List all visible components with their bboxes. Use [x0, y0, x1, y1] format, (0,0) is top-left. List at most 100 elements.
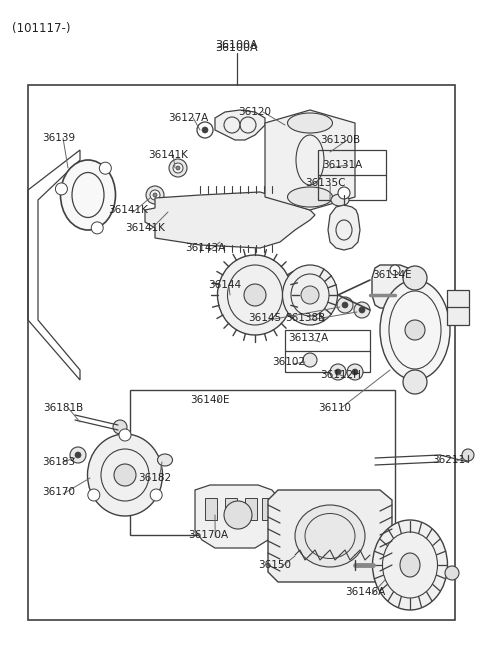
- Circle shape: [119, 429, 131, 441]
- Circle shape: [335, 369, 341, 375]
- Ellipse shape: [146, 186, 164, 204]
- Text: (101117-): (101117-): [12, 22, 71, 35]
- Text: 36170: 36170: [42, 487, 75, 497]
- Text: 36100A: 36100A: [216, 40, 258, 50]
- Text: 36139: 36139: [42, 133, 75, 143]
- Text: 36141K: 36141K: [148, 150, 188, 160]
- Text: 36170A: 36170A: [188, 530, 228, 540]
- Ellipse shape: [380, 280, 450, 380]
- Ellipse shape: [306, 153, 314, 167]
- Text: 36211: 36211: [432, 455, 465, 465]
- Ellipse shape: [87, 434, 163, 516]
- Circle shape: [352, 369, 358, 375]
- Ellipse shape: [283, 265, 337, 325]
- Text: 36100A: 36100A: [216, 43, 258, 53]
- Circle shape: [197, 122, 213, 138]
- Text: 36137A: 36137A: [288, 333, 328, 343]
- Polygon shape: [215, 110, 265, 140]
- Ellipse shape: [301, 286, 319, 304]
- Circle shape: [202, 127, 208, 133]
- Text: 36120: 36120: [238, 107, 271, 117]
- Bar: [318, 150, 386, 200]
- Circle shape: [445, 566, 459, 580]
- Ellipse shape: [288, 113, 333, 133]
- Circle shape: [338, 187, 350, 199]
- Ellipse shape: [171, 208, 175, 212]
- Text: 36144: 36144: [208, 280, 241, 290]
- Polygon shape: [328, 205, 360, 250]
- Ellipse shape: [176, 166, 180, 170]
- Text: 36141K: 36141K: [125, 223, 165, 233]
- Circle shape: [113, 420, 127, 434]
- Ellipse shape: [244, 284, 266, 306]
- Text: 36183: 36183: [42, 457, 75, 467]
- Circle shape: [330, 364, 346, 380]
- Text: 36145: 36145: [248, 313, 281, 323]
- Text: 36143A: 36143A: [185, 243, 225, 253]
- Ellipse shape: [217, 255, 292, 335]
- Bar: [262, 498, 274, 520]
- Circle shape: [403, 370, 427, 394]
- Text: 36135C: 36135C: [305, 178, 346, 188]
- Bar: [205, 498, 217, 520]
- Text: 36150: 36150: [258, 560, 291, 570]
- Ellipse shape: [288, 187, 333, 207]
- Circle shape: [70, 447, 86, 463]
- Ellipse shape: [295, 505, 365, 567]
- Polygon shape: [268, 490, 392, 582]
- Bar: [28, 85, 455, 620]
- Text: 36146A: 36146A: [345, 587, 385, 597]
- Ellipse shape: [405, 320, 425, 340]
- Circle shape: [91, 222, 103, 234]
- Polygon shape: [145, 192, 315, 248]
- Ellipse shape: [164, 201, 182, 219]
- Ellipse shape: [400, 553, 420, 577]
- Polygon shape: [195, 485, 282, 548]
- Circle shape: [403, 266, 427, 290]
- Circle shape: [88, 489, 100, 501]
- Text: 36102: 36102: [272, 357, 305, 367]
- Ellipse shape: [157, 454, 172, 466]
- Circle shape: [462, 449, 474, 461]
- Ellipse shape: [224, 501, 252, 529]
- Circle shape: [99, 162, 111, 174]
- Bar: [285, 330, 370, 372]
- Ellipse shape: [60, 160, 116, 230]
- Text: 36140E: 36140E: [190, 395, 229, 405]
- Bar: [130, 390, 395, 535]
- Text: 36131A: 36131A: [322, 160, 362, 170]
- Text: 36112H: 36112H: [320, 370, 361, 380]
- Circle shape: [150, 489, 162, 501]
- Ellipse shape: [114, 464, 136, 486]
- Ellipse shape: [372, 520, 447, 610]
- Circle shape: [342, 302, 348, 308]
- Bar: [245, 498, 257, 520]
- Circle shape: [303, 353, 317, 367]
- Ellipse shape: [173, 163, 183, 173]
- Polygon shape: [372, 265, 412, 362]
- Text: 36182: 36182: [138, 473, 171, 483]
- Circle shape: [347, 364, 363, 380]
- Circle shape: [359, 307, 365, 313]
- Circle shape: [55, 183, 67, 195]
- Text: 36114E: 36114E: [372, 270, 412, 280]
- Circle shape: [354, 302, 370, 318]
- Bar: [447, 290, 469, 325]
- Circle shape: [337, 297, 353, 313]
- Ellipse shape: [168, 205, 178, 215]
- Text: 36127A: 36127A: [168, 113, 208, 123]
- Text: 36138B: 36138B: [285, 313, 325, 323]
- Ellipse shape: [169, 159, 187, 177]
- Text: 36181B: 36181B: [43, 403, 83, 413]
- Circle shape: [390, 265, 400, 275]
- Text: 36141K: 36141K: [108, 205, 148, 215]
- Ellipse shape: [153, 193, 157, 197]
- Circle shape: [75, 452, 81, 458]
- Bar: [225, 498, 237, 520]
- Polygon shape: [265, 110, 355, 210]
- Text: 36110: 36110: [318, 403, 351, 413]
- Ellipse shape: [331, 194, 349, 206]
- Text: 36130B: 36130B: [320, 135, 360, 145]
- Ellipse shape: [150, 190, 160, 200]
- Ellipse shape: [288, 122, 333, 198]
